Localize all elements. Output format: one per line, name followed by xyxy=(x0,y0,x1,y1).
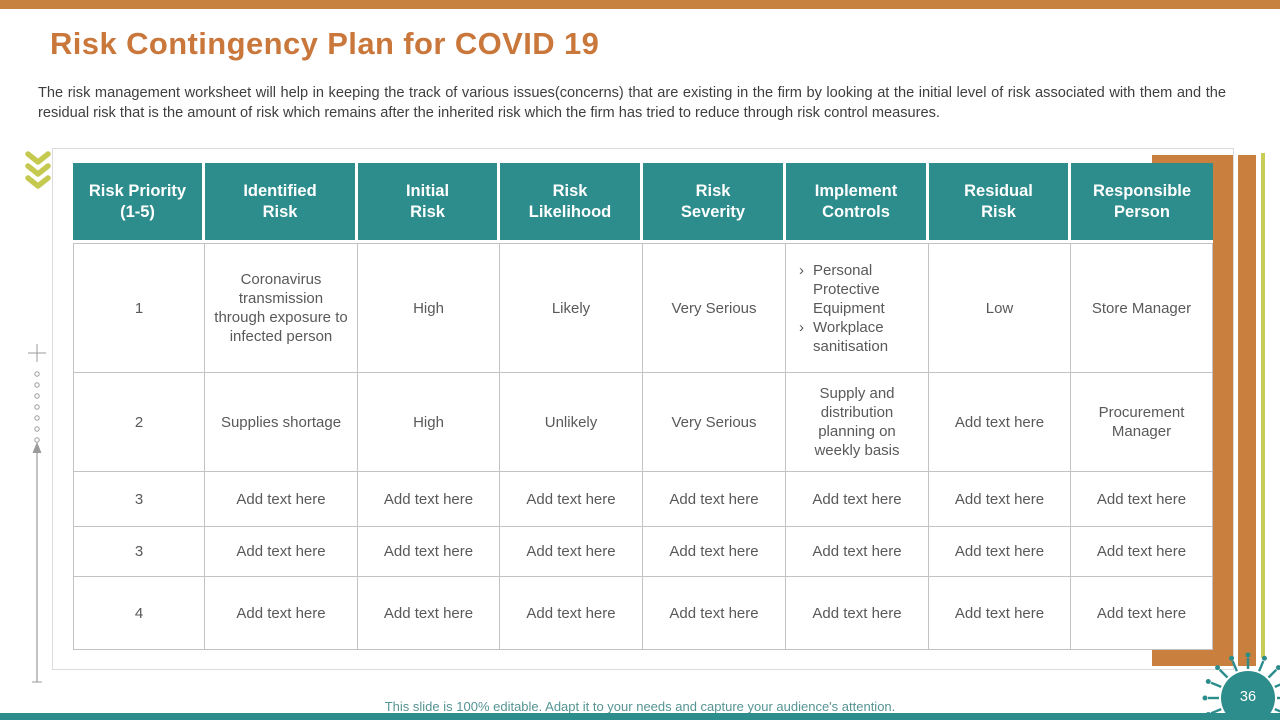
table-cell[interactable]: 2 xyxy=(73,373,205,472)
table-cell[interactable]: 3 xyxy=(73,472,205,527)
risk-table: Risk Priority (1-5) Identified Risk Initia… xyxy=(73,163,1213,650)
table-cell[interactable]: 3 xyxy=(73,527,205,577)
table-cell[interactable]: Add text here xyxy=(1071,577,1213,650)
table-cell[interactable]: Very Serious xyxy=(643,373,786,472)
table-cell[interactable]: Low xyxy=(929,243,1071,373)
table-cell[interactable]: Add text here xyxy=(358,527,500,577)
table-cell[interactable]: High xyxy=(358,373,500,472)
table-cell[interactable]: Add text here xyxy=(929,527,1071,577)
table-cell[interactable]: Coronavirus transmission through exposur… xyxy=(205,243,358,373)
table-cell[interactable]: Likely xyxy=(500,243,643,373)
table-cell[interactable]: Add text here xyxy=(500,472,643,527)
table-cell[interactable]: High xyxy=(358,243,500,373)
table-cell[interactable]: Add text here xyxy=(500,577,643,650)
table-cell[interactable]: Very Serious xyxy=(643,243,786,373)
table-cell[interactable]: Add text here xyxy=(929,373,1071,472)
table-cell[interactable]: Add text here xyxy=(643,577,786,650)
column-header: Risk Priority (1-5) xyxy=(73,163,205,243)
table-cell[interactable]: Add text here xyxy=(205,472,358,527)
column-header: Initial Risk xyxy=(358,163,500,243)
table-cell[interactable]: Add text here xyxy=(929,577,1071,650)
bullet-text: Personal Protective Equipment xyxy=(813,261,885,317)
orange-accent-bar-2 xyxy=(1238,155,1256,666)
table-cell[interactable]: Add text here xyxy=(786,577,929,650)
table-cell[interactable]: Supplies shortage xyxy=(205,373,358,472)
page-title: Risk Contingency Plan for COVID 19 xyxy=(50,26,600,61)
table-cell[interactable]: Add text here xyxy=(358,472,500,527)
table-cell[interactable]: Add text here xyxy=(500,527,643,577)
table-cell[interactable]: Add text here xyxy=(929,472,1071,527)
arrow-up-line-icon xyxy=(32,442,42,683)
column-header: Identified Risk xyxy=(205,163,358,243)
chevrons-down-icon xyxy=(25,151,51,189)
table-cell[interactable]: Store Manager xyxy=(1071,243,1213,373)
table-cell[interactable]: Add text here xyxy=(1071,472,1213,527)
table-cell[interactable]: Add text here xyxy=(643,527,786,577)
table-cell[interactable]: › Personal Protective Equipment › Workplace… xyxy=(786,243,929,373)
yellow-accent-line xyxy=(1261,153,1265,658)
column-header: Risk Likelihood xyxy=(500,163,643,243)
bullet-text: Workplace sanitisation xyxy=(813,318,889,355)
table-cell[interactable]: Add text here xyxy=(786,472,929,527)
table-cell[interactable]: Supply and distribution planning on week… xyxy=(786,373,929,472)
column-header: Implement Controls xyxy=(786,163,929,243)
column-header: Responsible Person xyxy=(1071,163,1213,243)
page-number: 36 xyxy=(1239,689,1257,705)
table-cell[interactable]: Add text here xyxy=(358,577,500,650)
column-header: Residual Risk xyxy=(929,163,1071,243)
table-cell[interactable]: Add text here xyxy=(643,472,786,527)
table-cell[interactable]: Add text here xyxy=(1071,527,1213,577)
table-cell[interactable]: Add text here xyxy=(205,577,358,650)
table-cell[interactable]: 1 xyxy=(73,243,205,373)
column-header: Risk Severity xyxy=(643,163,786,243)
table-cell[interactable]: 4 xyxy=(73,577,205,650)
footer-accent-bar xyxy=(0,713,1280,720)
table-cell[interactable]: Unlikely xyxy=(500,373,643,472)
table-cell[interactable]: Add text here xyxy=(786,527,929,577)
top-accent-bar xyxy=(0,0,1280,9)
table-cell[interactable]: Procurement Manager xyxy=(1071,373,1213,472)
slide-description: The risk management worksheet will help … xyxy=(38,85,1226,121)
plus-icon xyxy=(28,344,46,362)
bullet-icon: › xyxy=(799,261,804,279)
dotted-line-icon xyxy=(34,371,40,443)
footer-note: This slide is 100% editable. Adapt it to… xyxy=(384,699,896,714)
table-cell[interactable]: Add text here xyxy=(205,527,358,577)
bullet-icon: › xyxy=(799,318,804,336)
content-frame xyxy=(52,148,1234,670)
